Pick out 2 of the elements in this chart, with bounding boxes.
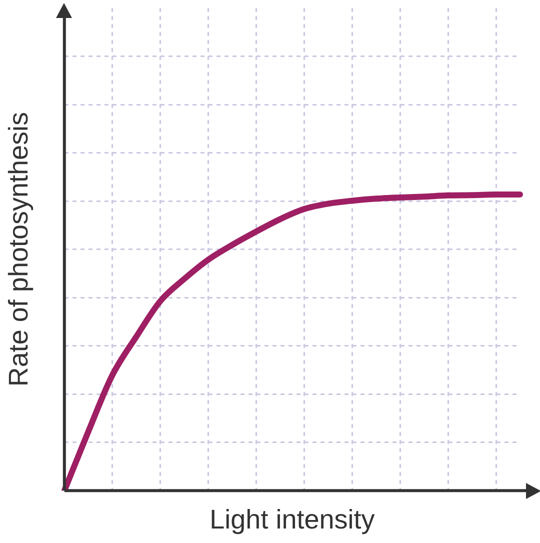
y-axis-title: Rate of photosynthesis <box>4 112 34 387</box>
x-axis-title: Light intensity <box>210 504 376 534</box>
